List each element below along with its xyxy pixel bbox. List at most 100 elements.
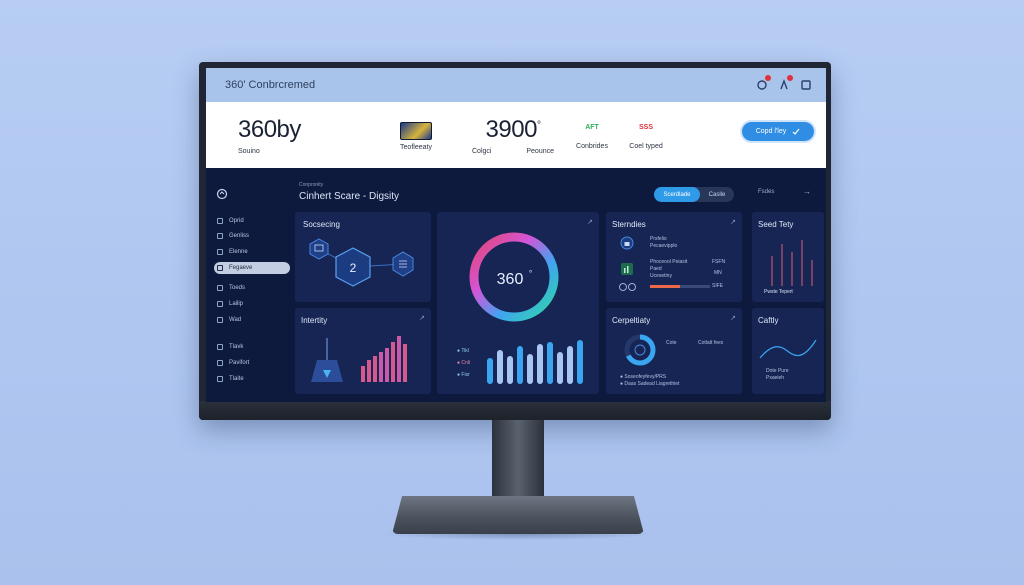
sidebar-item-9[interactable]: Pavifort <box>214 357 290 369</box>
logo-icon <box>216 188 228 200</box>
arrow-right-icon[interactable]: → <box>803 187 811 196</box>
sidebar-item-6[interactable]: Lailip <box>214 298 290 310</box>
screen: 360' Conbrcremed 360by Souino Teofleeaty <box>206 68 826 402</box>
sidebar-item-label: Genliss <box>229 233 250 239</box>
score-ring: 360 ° <box>469 232 559 322</box>
sidebar-item-1[interactable]: Oprid <box>214 215 290 227</box>
sidebar-item-3[interactable]: Elenne <box>214 246 290 258</box>
window-icon[interactable] <box>800 78 812 90</box>
view-toggle[interactable]: Scerdlade Caslle <box>654 187 734 202</box>
chart-label: Pxaeieh <box>766 375 785 381</box>
legend-label: Cnli <box>461 360 471 366</box>
page-title: Cinhert Scare - Digsity <box>299 191 400 202</box>
bar <box>497 350 503 384</box>
bar <box>397 336 401 382</box>
card-title: Sterndies <box>612 220 646 229</box>
sidebar-icon <box>217 360 223 366</box>
expand-icon[interactable]: ↗ <box>730 315 736 322</box>
line-chart <box>759 339 817 359</box>
sidebar-icon <box>217 218 223 224</box>
stat-aft-badge: AFT <box>585 124 599 131</box>
legend-item: ● Fisr <box>457 372 470 378</box>
sidebar-item-8[interactable]: Tlavk <box>214 341 290 353</box>
stat-label: Cote <box>666 340 677 346</box>
chart-icon <box>621 263 633 275</box>
sidebar-item-label: Pavifort <box>229 360 250 366</box>
sidebar-icon <box>217 285 223 291</box>
sidebar: Oprid Genliss Elenne Fegaeve Toeds Laili… <box>206 168 296 402</box>
sidebar-item-5[interactable]: Toeds <box>214 282 290 294</box>
expand-icon[interactable]: ↗ <box>730 219 736 226</box>
bar <box>527 354 533 384</box>
card-intertity: Intertity ↗ <box>295 308 431 394</box>
notification-icon[interactable] <box>756 75 771 90</box>
stat-primary-value: 360by <box>238 116 301 143</box>
card-seed-tety: Seed Tety Pwste Tepert <box>752 212 824 302</box>
bar <box>361 366 365 382</box>
card-sterndies: Sterndies ↗ Prsfelio Pecaevipplo Phoceoo… <box>606 212 742 302</box>
sidebar-item-label: Oprid <box>229 218 244 224</box>
row-label: Pecaevipplo <box>650 243 678 249</box>
toggle-option-active[interactable]: Scerdlade <box>654 187 700 202</box>
sidebar-item-label: Toeds <box>229 285 246 291</box>
chart-label: Dote Pure <box>766 368 789 374</box>
status-icons <box>619 283 636 291</box>
card-score: ↗ 360 ° ● Tikl ● Cnli ● Fisr <box>437 212 599 394</box>
stat-score-degree: ° <box>536 120 541 131</box>
bar <box>367 360 371 382</box>
lock-icon <box>620 236 634 250</box>
alert-icon[interactable] <box>778 75 793 90</box>
expand-icon[interactable]: ↗ <box>419 315 425 322</box>
stat-aft: AFT Conbrides <box>572 124 612 150</box>
progress-bar <box>650 285 710 288</box>
breadcrumb[interactable]: Conpronity <box>299 182 324 188</box>
sidebar-item-label: Tlavk <box>229 344 244 350</box>
bar <box>507 356 513 384</box>
bar <box>547 342 553 384</box>
copy-button[interactable]: Copd l'ley <box>742 122 814 141</box>
bar <box>379 352 383 382</box>
card-caftly: Caftly Dote Pure Pxaeieh <box>752 308 824 394</box>
stat-sss-label: Coel typed <box>629 143 663 150</box>
sidebar-item-label: Lailip <box>229 301 244 307</box>
sidebar-icon <box>217 301 223 307</box>
monitor-bezel <box>199 401 831 420</box>
stat-sss-badge: SSS <box>638 124 653 131</box>
bar-chart-small <box>311 336 407 382</box>
sidebar-item-2[interactable]: Genliss <box>214 230 290 242</box>
card-title: Cerpeltiaty <box>612 316 651 325</box>
window-title: 360' Conbrcremed <box>225 79 316 91</box>
bar <box>385 348 389 382</box>
score-degree: ° <box>529 269 532 278</box>
sidebar-item-label: Elenne <box>229 249 248 255</box>
filter-link[interactable]: Fsdes <box>758 189 775 195</box>
card-cerpeltiaty: Cerpeltiaty ↗ Cote Cotlatt fees ● Soseof… <box>606 308 742 394</box>
sidebar-item-7[interactable]: Wad <box>214 314 290 326</box>
sidebar-icon <box>217 317 223 323</box>
expand-icon[interactable]: ↗ <box>587 219 593 226</box>
copy-button-label: Copd l'ley <box>755 128 787 135</box>
sidebar-icon <box>217 233 223 239</box>
stat-aft-label: Conbrides <box>576 143 608 150</box>
row-label: Ucesetiny <box>650 273 672 279</box>
hex-node-center <box>335 247 371 287</box>
card-title: Socsecing <box>303 220 340 229</box>
toggle-option[interactable]: Caslle <box>708 191 726 198</box>
row-value: FSFN <box>712 259 726 265</box>
legend-item: ● Tikl <box>457 348 469 354</box>
network-graph: 2 <box>309 238 414 287</box>
bar <box>487 358 493 384</box>
stat-score-value: 3900 <box>485 116 538 143</box>
sidebar-item-label: Wad <box>229 317 242 323</box>
score-value: 360 <box>497 271 524 288</box>
sidebar-item-active[interactable]: Fegaeve <box>214 262 290 274</box>
bar <box>391 342 395 382</box>
bar <box>557 352 563 384</box>
sidebar-item-10[interactable]: Tlaite <box>214 373 290 385</box>
bar <box>373 356 377 382</box>
bar <box>537 344 543 384</box>
monitor-stand-neck <box>492 420 544 500</box>
stat-score-label-left: Colgci <box>472 148 492 155</box>
card-footer: Pwste Tepert <box>764 289 793 295</box>
detail-line: ● Daas Sadead Liagrethiet <box>620 381 680 387</box>
